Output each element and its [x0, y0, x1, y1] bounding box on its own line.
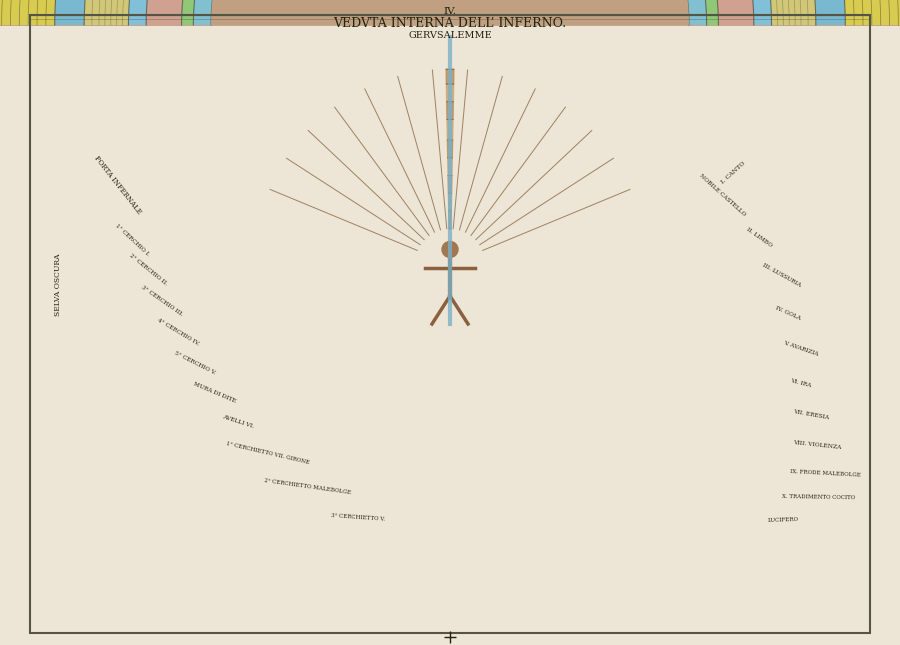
Polygon shape — [194, 0, 706, 25]
Text: I. CANTO: I. CANTO — [720, 161, 746, 185]
Polygon shape — [0, 0, 900, 25]
Polygon shape — [0, 0, 900, 25]
Polygon shape — [0, 0, 900, 25]
Text: X. TRADIMENTO COCITO: X. TRADIMENTO COCITO — [782, 494, 855, 500]
Text: 3° CERCHIO III.: 3° CERCHIO III. — [140, 285, 184, 317]
Polygon shape — [211, 0, 689, 25]
Text: 4° CERCHIO IV.: 4° CERCHIO IV. — [156, 317, 200, 346]
Text: II. LIMBO: II. LIMBO — [745, 226, 772, 248]
Text: IV. GOLA: IV. GOLA — [775, 305, 802, 321]
Text: LUCIFERO: LUCIFERO — [768, 517, 799, 523]
Polygon shape — [0, 0, 900, 25]
Polygon shape — [447, 140, 453, 158]
Text: 2° CERCHIETTO MALEBOLGE: 2° CERCHIETTO MALEBOLGE — [265, 479, 352, 495]
Text: VII. ERESIA: VII. ERESIA — [793, 410, 830, 421]
Polygon shape — [0, 0, 900, 25]
Text: SELVA OSCURA: SELVA OSCURA — [54, 253, 62, 316]
Text: GERVSALEMME: GERVSALEMME — [408, 31, 492, 40]
Text: 2° CERCHIO II.: 2° CERCHIO II. — [128, 253, 168, 287]
Polygon shape — [0, 0, 900, 25]
Polygon shape — [446, 102, 454, 119]
Text: VI. IRA: VI. IRA — [790, 378, 812, 388]
Text: III. LUSSURIA: III. LUSSURIA — [762, 263, 802, 288]
Text: VEDVTA INTERNA DELL’ INFERNO.: VEDVTA INTERNA DELL’ INFERNO. — [333, 17, 567, 30]
Polygon shape — [449, 211, 451, 228]
Polygon shape — [55, 0, 845, 25]
Polygon shape — [446, 69, 454, 84]
Polygon shape — [146, 0, 754, 25]
Text: VIII. VIOLENZA: VIII. VIOLENZA — [793, 440, 842, 450]
Text: AVELLI VI.: AVELLI VI. — [221, 415, 255, 430]
Polygon shape — [129, 0, 771, 25]
Text: V. AVARIZIA: V. AVARIZIA — [783, 341, 819, 357]
Circle shape — [442, 241, 458, 257]
Text: IX. FRODE MALEBOLGE: IX. FRODE MALEBOLGE — [790, 469, 861, 477]
Text: 3° CERCHIETTO V.: 3° CERCHIETTO V. — [331, 513, 385, 521]
Polygon shape — [85, 0, 815, 25]
Text: MURA DI DITE: MURA DI DITE — [193, 382, 237, 404]
Text: 1° CERCHIETTO VII. GIRONE: 1° CERCHIETTO VII. GIRONE — [226, 441, 310, 465]
Polygon shape — [446, 84, 454, 102]
Polygon shape — [0, 0, 900, 25]
Text: PORTA INFERNALE: PORTA INFERNALE — [93, 154, 143, 215]
Polygon shape — [448, 175, 452, 193]
Text: 5° CERCHIO V.: 5° CERCHIO V. — [174, 350, 217, 375]
Text: NOBILE CASTELLO: NOBILE CASTELLO — [698, 173, 746, 217]
Polygon shape — [447, 158, 453, 175]
Text: 1° CERCHIO I.: 1° CERCHIO I. — [114, 223, 150, 257]
Polygon shape — [182, 0, 718, 25]
Polygon shape — [448, 193, 452, 211]
Text: IV.: IV. — [444, 7, 456, 16]
Polygon shape — [447, 119, 453, 140]
